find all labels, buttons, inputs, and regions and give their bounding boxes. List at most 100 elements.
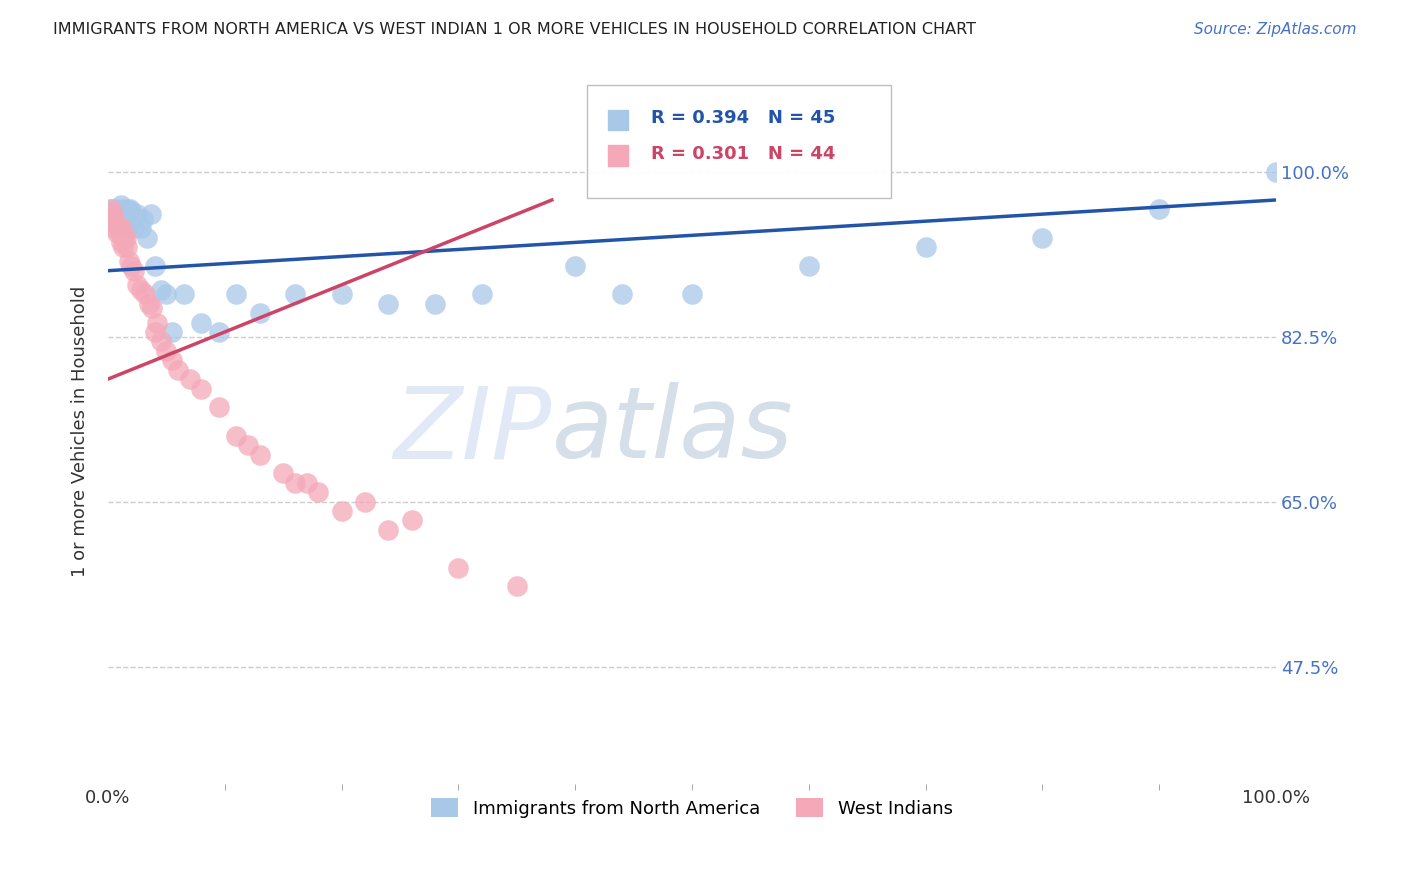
Point	[1031, 230, 1053, 244]
Point	[103, 211, 125, 226]
Point	[506, 579, 529, 593]
Point	[149, 283, 172, 297]
Point	[447, 560, 470, 574]
Point	[134, 287, 156, 301]
Point	[797, 259, 820, 273]
Point	[401, 514, 423, 528]
Point	[129, 283, 152, 297]
Y-axis label: 1 or more Vehicles in Household: 1 or more Vehicles in Household	[72, 285, 89, 576]
Legend: Immigrants from North America, West Indians: Immigrants from North America, West Indi…	[425, 791, 960, 825]
Point	[104, 217, 127, 231]
Point	[129, 221, 152, 235]
Point	[330, 504, 353, 518]
Point	[100, 202, 122, 217]
Point	[377, 523, 399, 537]
Point	[225, 287, 247, 301]
Point	[118, 219, 141, 234]
Point	[1147, 202, 1170, 217]
Point	[120, 259, 142, 273]
Point	[295, 475, 318, 490]
Point	[179, 372, 201, 386]
Point	[108, 226, 131, 240]
Point	[208, 325, 231, 339]
Text: R = 0.301   N = 44: R = 0.301 N = 44	[651, 145, 835, 163]
FancyBboxPatch shape	[586, 85, 890, 198]
Point	[146, 316, 169, 330]
Point	[160, 325, 183, 339]
Point	[105, 211, 128, 226]
Point	[1265, 164, 1288, 178]
Point	[143, 325, 166, 339]
Point	[423, 296, 446, 310]
Point	[127, 207, 149, 221]
Point	[249, 448, 271, 462]
Point	[107, 207, 129, 221]
Point	[141, 301, 163, 316]
Point	[610, 287, 633, 301]
Point	[471, 287, 494, 301]
Point	[112, 240, 135, 254]
Point	[208, 401, 231, 415]
Point	[105, 226, 128, 240]
Point	[111, 202, 134, 217]
Text: ZIP: ZIP	[394, 383, 551, 479]
Point	[160, 353, 183, 368]
Point	[138, 296, 160, 310]
Point	[114, 207, 136, 221]
Point	[155, 287, 177, 301]
Point	[120, 204, 142, 219]
Point	[120, 202, 142, 217]
Point	[111, 221, 134, 235]
Point	[135, 230, 157, 244]
Point	[115, 202, 138, 217]
Point	[112, 230, 135, 244]
Text: R = 0.394   N = 45: R = 0.394 N = 45	[651, 110, 835, 128]
Point	[284, 287, 307, 301]
Point	[107, 221, 129, 235]
Point	[122, 221, 145, 235]
Point	[103, 211, 125, 226]
Point	[122, 263, 145, 277]
Point	[112, 211, 135, 226]
Point	[564, 259, 586, 273]
Point	[354, 494, 377, 508]
Point	[155, 343, 177, 358]
Point	[190, 316, 212, 330]
Point	[914, 240, 936, 254]
Point	[330, 287, 353, 301]
Point	[143, 259, 166, 273]
Text: atlas: atlas	[551, 383, 793, 479]
Point	[284, 475, 307, 490]
Point	[115, 240, 138, 254]
Point	[105, 217, 128, 231]
Point	[112, 217, 135, 231]
Point	[110, 235, 132, 250]
Point	[149, 334, 172, 349]
FancyBboxPatch shape	[607, 145, 628, 166]
Point	[167, 362, 190, 376]
Point	[108, 221, 131, 235]
Point	[104, 221, 127, 235]
Point	[190, 382, 212, 396]
Text: Source: ZipAtlas.com: Source: ZipAtlas.com	[1194, 22, 1357, 37]
Point	[132, 211, 155, 226]
Point	[105, 202, 128, 217]
Point	[225, 428, 247, 442]
Point	[101, 207, 124, 221]
Point	[141, 207, 163, 221]
Point	[100, 202, 122, 217]
Point	[110, 197, 132, 211]
Text: IMMIGRANTS FROM NORTH AMERICA VS WEST INDIAN 1 OR MORE VEHICLES IN HOUSEHOLD COR: IMMIGRANTS FROM NORTH AMERICA VS WEST IN…	[53, 22, 976, 37]
Point	[307, 485, 329, 500]
Point	[271, 467, 294, 481]
Point	[681, 287, 703, 301]
Point	[118, 254, 141, 268]
Point	[249, 306, 271, 320]
Point	[173, 287, 195, 301]
Point	[114, 230, 136, 244]
Point	[377, 296, 399, 310]
FancyBboxPatch shape	[607, 110, 628, 130]
Point	[236, 438, 259, 452]
Point	[127, 277, 149, 292]
Point	[117, 204, 139, 219]
